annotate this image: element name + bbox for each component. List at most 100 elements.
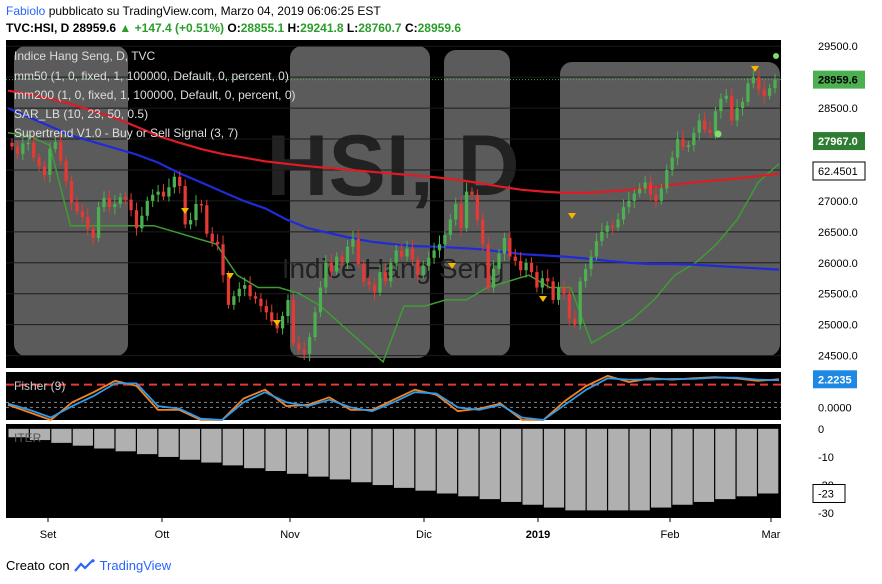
candle-body-105 bbox=[578, 281, 582, 325]
candle-body-110 bbox=[605, 225, 609, 232]
candle-body-5 bbox=[37, 157, 41, 167]
last-price: 28959.6 bbox=[72, 21, 117, 35]
candle-body-72 bbox=[399, 250, 404, 257]
candle-series bbox=[10, 69, 777, 362]
candle-body-121 bbox=[665, 169, 669, 189]
iter-bar-13 bbox=[286, 428, 308, 474]
candle-body-21 bbox=[124, 197, 128, 200]
time-axis[interactable] bbox=[6, 518, 781, 540]
candle-body-133 bbox=[730, 95, 734, 121]
candle-body-51 bbox=[286, 299, 290, 317]
candle-body-115 bbox=[632, 193, 636, 201]
candle-body-62 bbox=[345, 246, 350, 263]
left-value-tag: 62.4501 bbox=[818, 166, 858, 178]
iter-legend[interactable]: ITER bbox=[14, 431, 42, 445]
left-value-tag-bg bbox=[812, 161, 866, 181]
price-axis[interactable] bbox=[781, 40, 853, 518]
iter-bar-35 bbox=[758, 428, 779, 494]
candle-body-43 bbox=[243, 285, 247, 289]
fisher-legend[interactable]: Fisher (9) bbox=[14, 379, 65, 393]
candle-body-89 bbox=[491, 268, 496, 288]
iter-bar-9 bbox=[201, 428, 222, 463]
iter-bar-1 bbox=[29, 428, 51, 441]
candle-body-116 bbox=[638, 188, 642, 194]
candle-body-46 bbox=[259, 298, 263, 307]
fisher-lines: 0.0000 2.2235 bbox=[6, 370, 857, 422]
iter-bar-32 bbox=[693, 428, 715, 502]
candle-body-32 bbox=[183, 186, 187, 225]
close-label: C: bbox=[404, 21, 418, 35]
candle-body-7 bbox=[48, 148, 52, 175]
tradingview-logo-icon bbox=[73, 558, 95, 572]
legend-title[interactable]: Indice Hang Seng, D, TVC bbox=[14, 49, 156, 63]
author-link[interactable]: Fabiolo bbox=[6, 4, 46, 18]
time-tick-3: Dic bbox=[416, 529, 432, 541]
candle-body-74 bbox=[410, 248, 415, 260]
candle-body-39 bbox=[221, 244, 225, 276]
candle-body-26 bbox=[151, 194, 155, 201]
time-tick-1: Ott bbox=[155, 529, 170, 541]
iter-bar-5 bbox=[115, 428, 136, 452]
candle-body-15 bbox=[91, 228, 95, 239]
candle-body-112 bbox=[616, 219, 620, 228]
supertrend-tag: 27967.0 bbox=[818, 136, 858, 148]
candle-body-117 bbox=[643, 182, 647, 189]
candle-body-78 bbox=[432, 250, 436, 258]
candle-body-58 bbox=[324, 262, 328, 288]
tradingview-brand-link[interactable]: TradingView bbox=[99, 558, 172, 573]
symbol-label: TVC:HSI, D bbox=[6, 21, 70, 35]
iter-bar-23 bbox=[501, 428, 522, 502]
candle-body-30 bbox=[172, 176, 176, 188]
candle-body-31 bbox=[178, 176, 182, 187]
candle-body-20 bbox=[118, 197, 122, 204]
watermark-name: Indice Hang Seng bbox=[282, 253, 505, 284]
chart-canvas[interactable]: HSI, D Indice Hang Seng 29500.029000.028… bbox=[0, 36, 882, 548]
legend-mm200[interactable]: mm200 (1, 0, fixed, 1, 100000, Default, … bbox=[14, 88, 296, 102]
candle-body-33 bbox=[188, 220, 193, 225]
fisher-series-1 bbox=[7, 376, 780, 421]
candle-body-47 bbox=[264, 306, 268, 313]
candle-body-140 bbox=[767, 88, 772, 96]
candle-body-125 bbox=[686, 145, 691, 148]
iter-bar-33 bbox=[715, 428, 736, 500]
sell-signal-marker-3 bbox=[448, 263, 456, 269]
fisher-last-tag-bg bbox=[813, 370, 857, 389]
candle-body-45 bbox=[253, 296, 258, 299]
candle-body-12 bbox=[75, 202, 79, 212]
candle-body-11 bbox=[69, 181, 74, 203]
candle-body-19 bbox=[113, 204, 117, 208]
iter-bar-14 bbox=[308, 428, 329, 477]
iter-bar-30 bbox=[651, 428, 672, 508]
sell-signal-marker-5 bbox=[568, 213, 576, 219]
candle-body-104 bbox=[573, 318, 577, 325]
candle-body-91 bbox=[502, 238, 507, 254]
candle-body-18 bbox=[107, 197, 112, 208]
candle-body-34 bbox=[194, 204, 198, 221]
candle-body-81 bbox=[448, 219, 452, 235]
price-tick-9: 25000.0 bbox=[818, 320, 858, 332]
candle-body-90 bbox=[497, 253, 501, 269]
legend-mm50[interactable]: mm50 (1, 0, fixed, 1, 100000, Default, 0… bbox=[14, 69, 289, 83]
iter-tick-0: 0 bbox=[818, 424, 824, 436]
candle-body-132 bbox=[724, 95, 728, 99]
candle-body-80 bbox=[443, 234, 447, 245]
iter-bar-4 bbox=[94, 428, 115, 449]
candle-body-56 bbox=[313, 312, 317, 338]
candle-body-84 bbox=[464, 191, 469, 229]
candle-body-3 bbox=[26, 142, 30, 145]
candle-body-94 bbox=[519, 260, 523, 271]
legend-sar[interactable]: SAR_LB (10, 23, 50, 0.5) bbox=[14, 107, 148, 121]
candle-body-2 bbox=[21, 143, 25, 154]
candle-body-35 bbox=[199, 204, 204, 206]
high-value: 29241.8 bbox=[300, 21, 344, 35]
legend-supertrend[interactable]: Supertrend V1.0 - Buy or Sell Signal (3,… bbox=[14, 126, 238, 140]
candle-body-87 bbox=[481, 219, 485, 245]
candle-body-120 bbox=[659, 188, 663, 201]
candle-body-123 bbox=[675, 139, 680, 158]
candle-body-0 bbox=[10, 142, 14, 147]
footer: Creato con TradingView bbox=[6, 558, 171, 573]
candle-body-64 bbox=[356, 238, 360, 265]
time-tick-6: Mar bbox=[762, 529, 781, 541]
iter-tick-3: -30 bbox=[818, 508, 834, 520]
candle-body-100 bbox=[551, 281, 555, 300]
